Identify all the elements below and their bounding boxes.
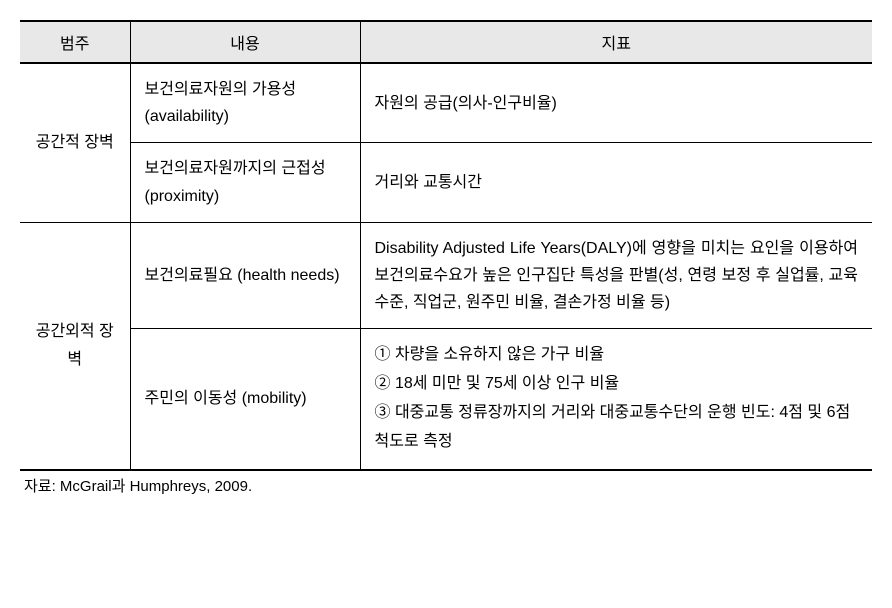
list-item: ② 18세 미만 및 75세 이상 인구 비율 bbox=[375, 370, 859, 399]
cell-content: 주민의 이동성 (mobility) bbox=[130, 329, 360, 470]
source-citation: 자료: McGrail과 Humphreys, 2009. bbox=[20, 475, 872, 496]
cell-indicator: 자원의 공급(의사-인구비율) bbox=[360, 63, 872, 143]
cell-content: 보건의료자원까지의 근접성(proximity) bbox=[130, 143, 360, 222]
header-indicator: 지표 bbox=[360, 21, 872, 63]
table-row: 주민의 이동성 (mobility) ① 차량을 소유하지 않은 가구 비율 ②… bbox=[20, 329, 872, 470]
header-category: 범주 bbox=[20, 21, 130, 63]
table-row: 보건의료자원까지의 근접성(proximity) 거리와 교통시간 bbox=[20, 143, 872, 222]
cell-content: 보건의료자원의 가용성(availability) bbox=[130, 63, 360, 143]
table-row: 공간적 장벽 보건의료자원의 가용성(availability) 자원의 공급(… bbox=[20, 63, 872, 143]
cell-indicator: 거리와 교통시간 bbox=[360, 143, 872, 222]
table-header-row: 범주 내용 지표 bbox=[20, 21, 872, 63]
list-item: ① 차량을 소유하지 않은 가구 비율 bbox=[375, 341, 859, 370]
cell-content: 보건의료필요 (health needs) bbox=[130, 222, 360, 329]
barrier-table: 범주 내용 지표 공간적 장벽 보건의료자원의 가용성(availability… bbox=[20, 20, 872, 471]
cell-category-nonspatial: 공간외적 장벽 bbox=[20, 222, 130, 469]
table-row: 공간외적 장벽 보건의료필요 (health needs) Disability… bbox=[20, 222, 872, 329]
cell-indicator-list: ① 차량을 소유하지 않은 가구 비율 ② 18세 미만 및 75세 이상 인구… bbox=[360, 329, 872, 470]
list-item: ③ 대중교통 정류장까지의 거리와 대중교통수단의 운행 빈도: 4점 및 6점… bbox=[375, 399, 859, 457]
cell-indicator: Disability Adjusted Life Years(DALY)에 영향… bbox=[360, 222, 872, 329]
cell-category-spatial: 공간적 장벽 bbox=[20, 63, 130, 222]
header-content: 내용 bbox=[130, 21, 360, 63]
